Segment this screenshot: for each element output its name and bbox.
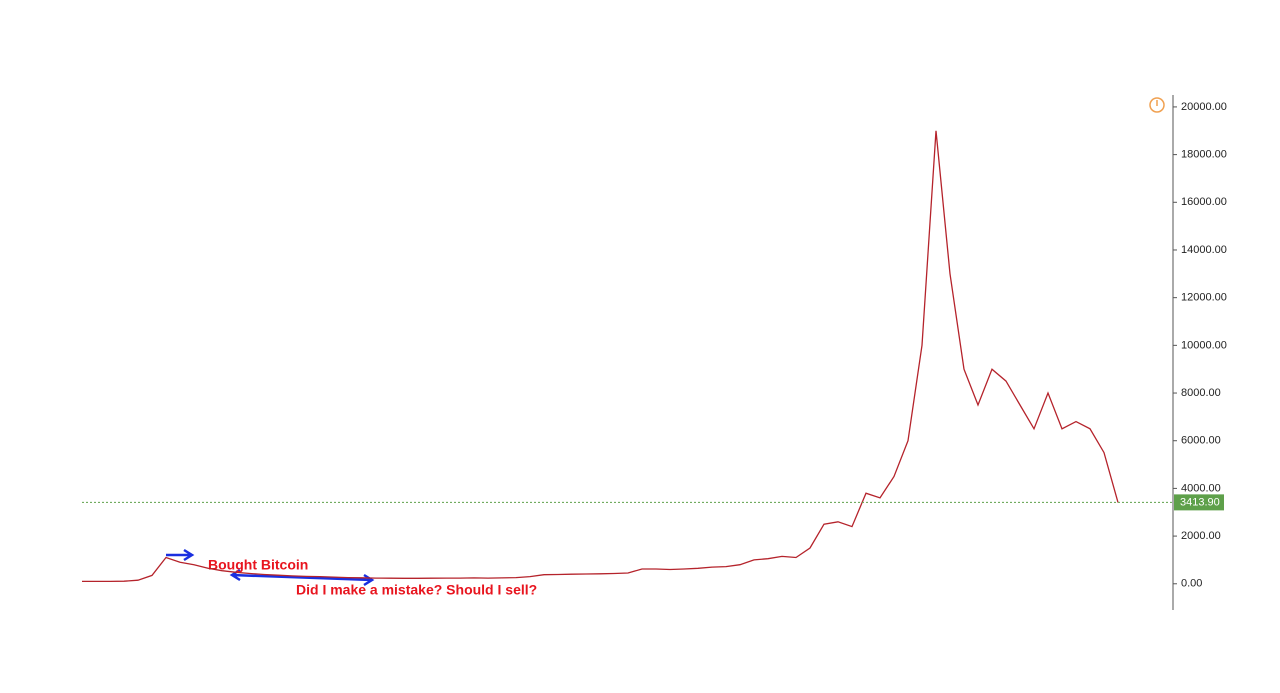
y-tick-label: 14000.00	[1181, 244, 1227, 256]
y-tick-label: 16000.00	[1181, 196, 1227, 208]
y-tick-label: 0.00	[1181, 578, 1202, 590]
y-tick-label: 6000.00	[1181, 435, 1221, 447]
y-tick-label: 12000.00	[1181, 292, 1227, 304]
price-line	[82, 130, 1119, 583]
arrow	[166, 548, 195, 562]
y-tick-label: 8000.00	[1181, 387, 1221, 399]
annotation: Did I make a mistake? Should I sell?	[296, 582, 537, 598]
y-tick-label: 10000.00	[1181, 339, 1227, 351]
last-price-box	[1174, 494, 1224, 511]
y-tick-label: 4000.00	[1181, 482, 1221, 494]
y-tick-label: 18000.00	[1181, 149, 1227, 161]
y-tick-label: 20000.00	[1181, 101, 1227, 113]
alert-icon[interactable]	[1149, 97, 1165, 113]
y-tick-label: 2000.00	[1181, 530, 1221, 542]
last-price-label: 3413.90	[1180, 496, 1220, 508]
annotation: Bought Bitcoin	[208, 557, 308, 573]
double-arrow	[229, 568, 375, 587]
